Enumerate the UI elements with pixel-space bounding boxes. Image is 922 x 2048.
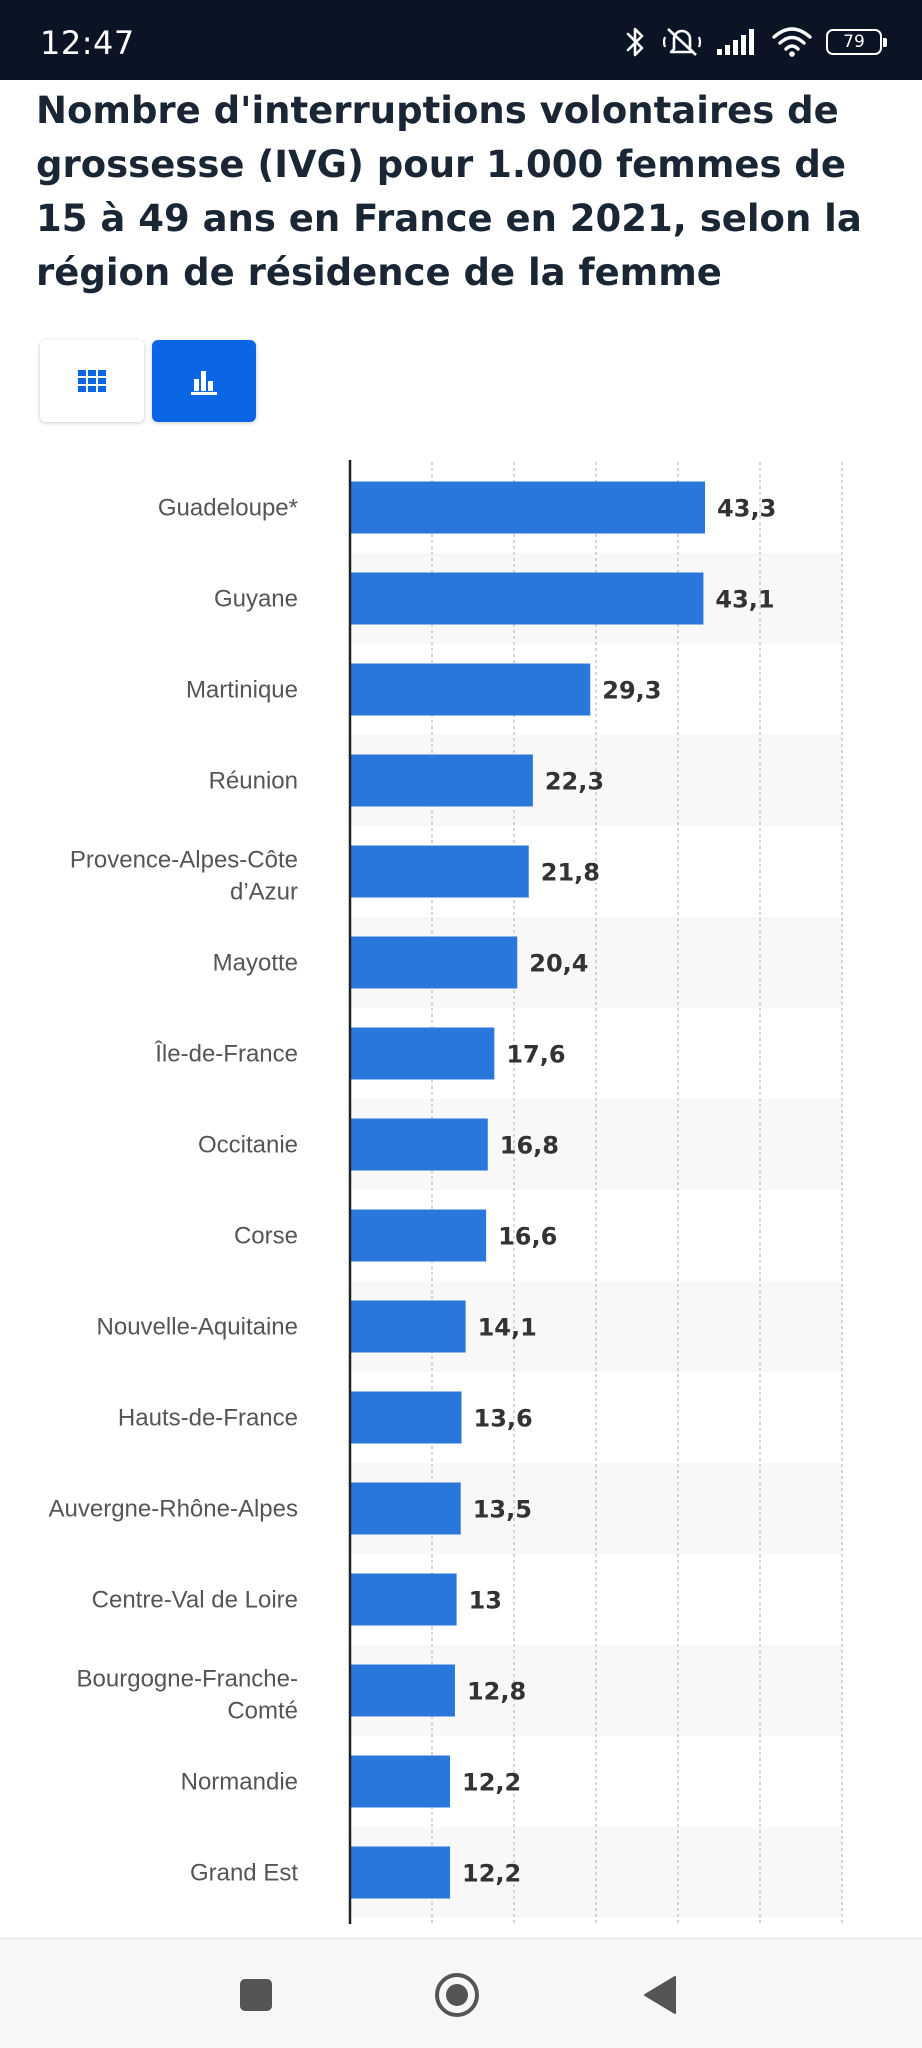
category-label: Grand Est	[190, 1860, 298, 1887]
page-title: Nombre d'interruptions volontaires de gr…	[36, 89, 862, 294]
bar	[350, 754, 533, 807]
category-label: Bourgogne-Franche-Comté	[77, 1666, 298, 1725]
value-label: 17,6	[506, 1041, 565, 1069]
square-icon	[240, 1979, 272, 2011]
home-button[interactable]	[431, 1969, 483, 2021]
category-label: Guadeloupe*	[158, 495, 298, 522]
bar-chart-icon	[191, 371, 217, 395]
category-label: Normandie	[181, 1769, 298, 1796]
bar	[350, 936, 518, 989]
value-label: 13,6	[474, 1405, 533, 1433]
bar	[350, 1664, 455, 1717]
status-time: 12:47	[40, 24, 135, 62]
status-bar: 12:47 79	[0, 0, 922, 80]
view-toggle	[40, 340, 256, 422]
vibrate-mute-icon	[662, 28, 702, 56]
value-label: 12,2	[462, 1769, 521, 1797]
value-label: 16,8	[500, 1132, 559, 1160]
category-label: Centre-Val de Loire	[92, 1587, 298, 1614]
bluetooth-icon	[626, 27, 644, 57]
category-label: Corse	[234, 1223, 298, 1250]
bar	[350, 1482, 461, 1535]
category-label: Mayotte	[213, 950, 298, 977]
category-label: Nouvelle-Aquitaine	[97, 1314, 298, 1341]
status-icons: 79	[624, 22, 888, 62]
category-label: Guyane	[214, 586, 298, 613]
value-label: 21,8	[541, 859, 600, 887]
bar	[350, 1573, 457, 1626]
value-label: 29,3	[602, 677, 661, 705]
grid-icon	[78, 370, 106, 392]
bar	[350, 1118, 488, 1171]
signal-icon	[717, 29, 754, 55]
back-triangle-icon	[644, 1976, 676, 2014]
bar	[350, 1846, 451, 1899]
bar	[350, 572, 704, 625]
value-label: 13,5	[473, 1496, 532, 1524]
value-label: 13	[469, 1587, 502, 1615]
category-label: Réunion	[209, 768, 298, 795]
value-label: 43,3	[717, 495, 776, 523]
navigation-bar	[0, 1938, 922, 2048]
category-label: Hauts-de-France	[118, 1405, 298, 1432]
category-label: Occitanie	[198, 1132, 298, 1159]
bar	[350, 481, 706, 534]
value-label: 43,1	[715, 586, 774, 614]
battery-icon: 79	[826, 29, 887, 55]
recents-button[interactable]	[230, 1969, 282, 2021]
bar	[350, 663, 591, 716]
chart-view-button[interactable]	[152, 340, 256, 422]
bar	[350, 1027, 495, 1080]
value-label: 20,4	[529, 950, 588, 978]
bar	[350, 1209, 487, 1262]
back-button[interactable]	[634, 1969, 686, 2021]
circle-icon	[435, 1973, 479, 2017]
value-label: 22,3	[545, 768, 604, 796]
bar	[350, 1391, 462, 1444]
bar	[350, 1755, 451, 1808]
table-view-button[interactable]	[40, 340, 144, 422]
category-label: Île-de-France	[154, 1041, 298, 1068]
bar	[350, 1300, 466, 1353]
battery-level: 79	[843, 32, 865, 52]
chart-canvas: 43,3 Guadeloupe* 43,1 Guyane 29,3 Martinique 2…	[49, 460, 843, 1924]
category-label: Martinique	[186, 677, 298, 704]
value-label: 12,8	[467, 1678, 526, 1706]
value-label: 16,6	[498, 1223, 557, 1251]
wifi-icon	[772, 27, 812, 57]
category-label: Provence-Alpes-Côte d’Azur	[70, 847, 298, 906]
value-label: 12,2	[462, 1860, 521, 1888]
category-label: Auvergne-Rhône-Alpes	[49, 1496, 298, 1523]
bar-chart: 43,3 Guadeloupe* 43,1 Guyane 29,3 Martinique 2…	[0, 460, 922, 1938]
bar	[350, 845, 529, 898]
value-label: 14,1	[478, 1314, 537, 1342]
